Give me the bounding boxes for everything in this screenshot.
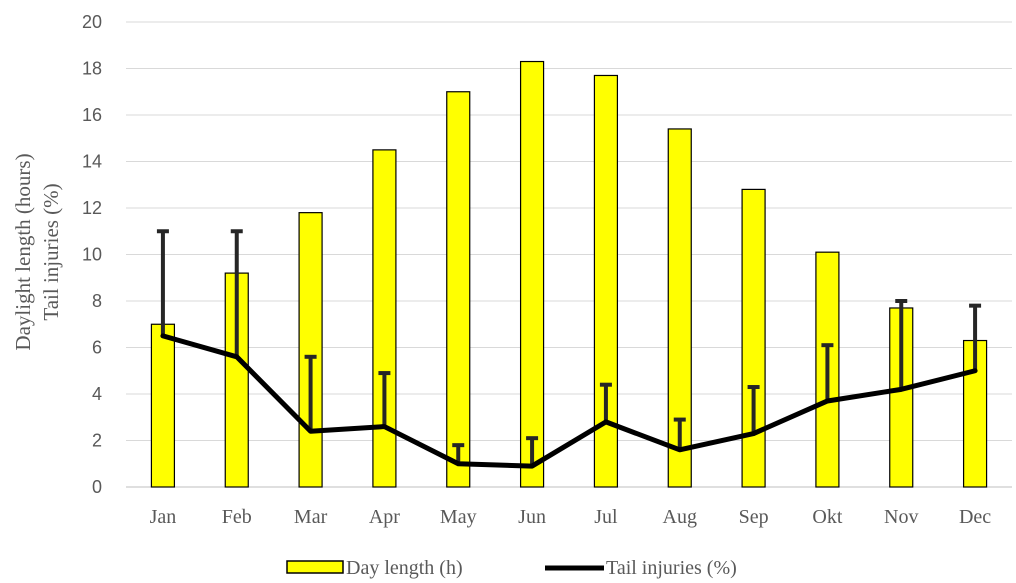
y-tick-label-0: 0 bbox=[92, 477, 102, 497]
y-tick-labels: 0 2 4 6 8 10 12 14 16 18 20 bbox=[82, 12, 102, 497]
y-tick-label-2: 2 bbox=[92, 431, 102, 451]
legend-label-tail-injuries: Tail injuries (%) bbox=[606, 557, 737, 579]
bar-aug bbox=[667, 128, 692, 488]
tail-injuries-series-line bbox=[160, 333, 978, 469]
x-tick-label-jun: Jun bbox=[518, 506, 546, 528]
day-length-bars bbox=[150, 60, 988, 488]
x-tick-label-apr: Apr bbox=[369, 506, 400, 528]
y-tick-label-4: 4 bbox=[92, 384, 102, 404]
x-tick-label-nov: Nov bbox=[884, 506, 918, 528]
x-tick-labels: Jan Feb Mar Apr May Jun Jul Aug Sep Okt Nov Dec bbox=[150, 506, 992, 528]
bar-may bbox=[446, 91, 471, 488]
y-tick-label-14: 14 bbox=[82, 152, 102, 172]
y-tick-label-8: 8 bbox=[92, 291, 102, 311]
y-axis-title-line-2: Tail injuries (%) bbox=[39, 183, 63, 320]
x-tick-label-aug: Aug bbox=[663, 506, 697, 528]
y-tick-label-18: 18 bbox=[82, 59, 102, 79]
error-bars bbox=[156, 229, 982, 467]
legend: Day length (h) Tail injuries (%) bbox=[286, 557, 737, 579]
y-tick-label-12: 12 bbox=[82, 198, 102, 218]
legend-swatch-day-length bbox=[286, 560, 344, 574]
x-tick-label-okt: Okt bbox=[812, 506, 842, 528]
x-tick-label-sep: Sep bbox=[739, 506, 769, 528]
bar-sep bbox=[741, 188, 766, 488]
x-tick-label-may: May bbox=[440, 506, 477, 528]
y-tick-label-16: 16 bbox=[82, 105, 102, 125]
x-tick-label-jul: Jul bbox=[594, 506, 618, 528]
legend-label-day-length: Day length (h) bbox=[346, 557, 463, 579]
y-axis-title: Daylight length (hours) Tail injuries (%… bbox=[11, 153, 63, 350]
bar-jan bbox=[150, 323, 176, 488]
x-tick-label-mar: Mar bbox=[294, 506, 328, 528]
bar-jun bbox=[519, 60, 545, 488]
x-tick-label-dec: Dec bbox=[959, 506, 991, 528]
y-tick-label-6: 6 bbox=[92, 338, 102, 358]
bar-apr bbox=[372, 149, 397, 488]
gridlines bbox=[126, 21, 1012, 488]
y-axis-title-line-1: Daylight length (hours) bbox=[11, 153, 35, 350]
x-tick-label-jan: Jan bbox=[150, 506, 177, 528]
tail-injuries-line bbox=[160, 333, 978, 469]
x-tick-label-feb: Feb bbox=[222, 506, 252, 528]
y-tick-label-10: 10 bbox=[82, 245, 102, 265]
y-tick-label-20: 20 bbox=[82, 12, 102, 32]
bar-mar bbox=[298, 212, 323, 488]
